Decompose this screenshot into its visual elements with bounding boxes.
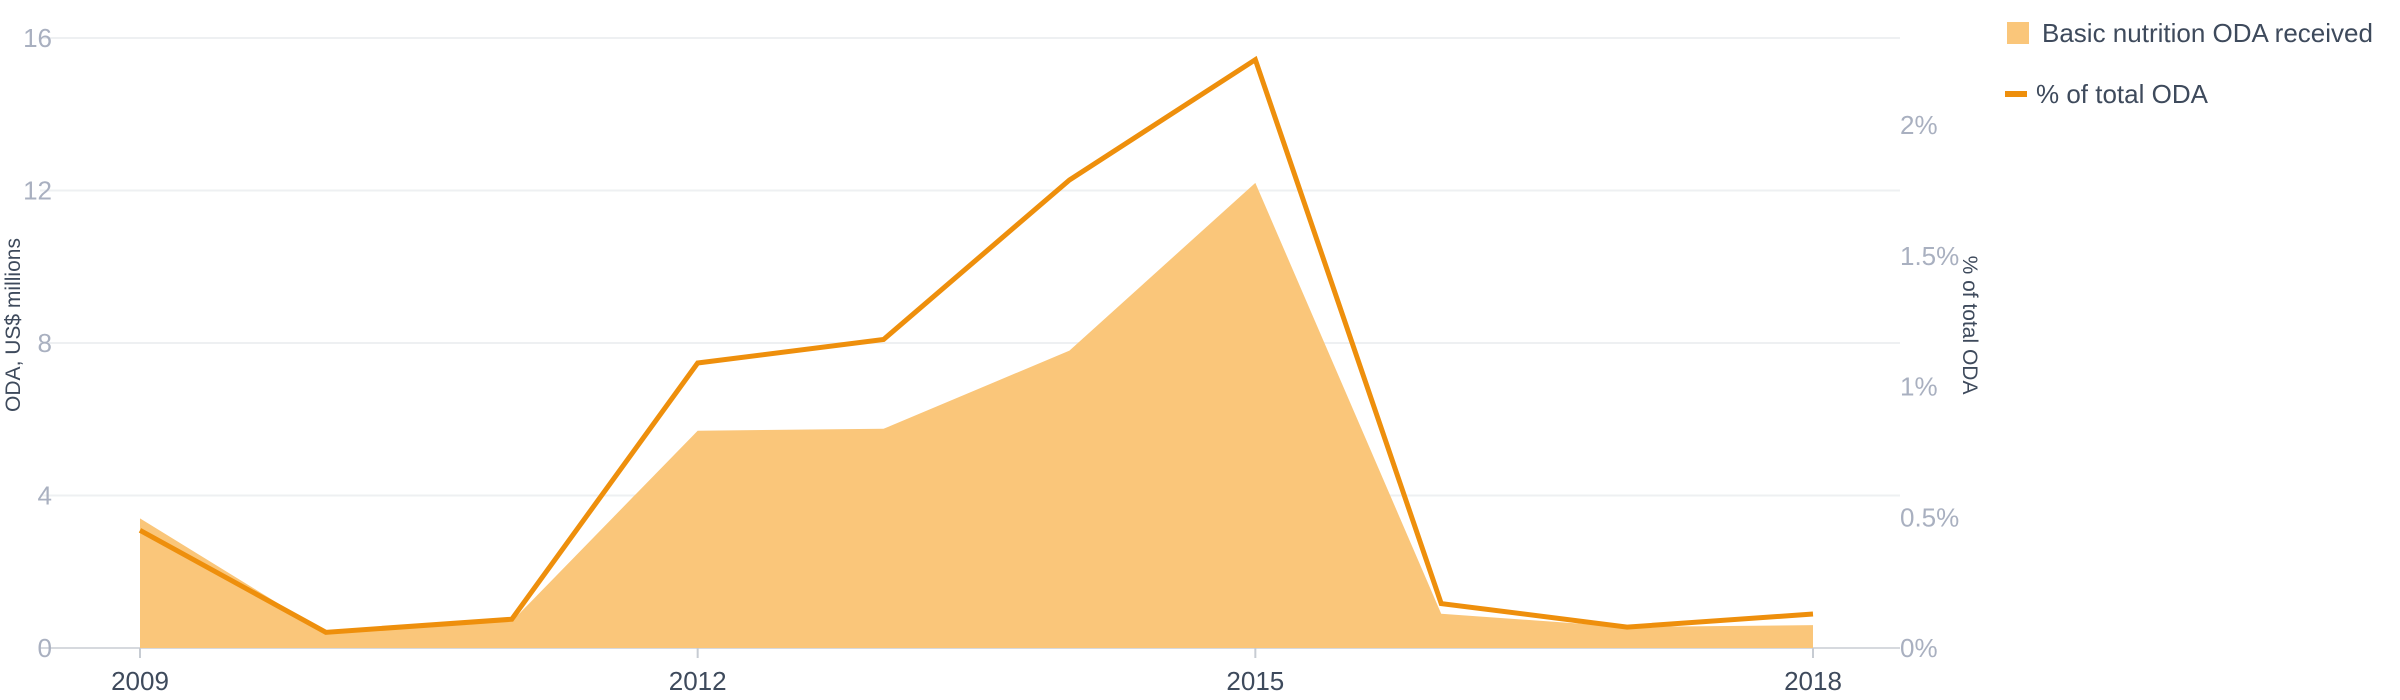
left-axis-title: ODA, US$ millions — [2, 238, 25, 412]
left-axis-tick-label: 4 — [38, 481, 52, 511]
x-axis-tick-label: 2009 — [111, 666, 169, 696]
x-axis-ticks: 2009 2012 2015 2018 — [111, 648, 1842, 696]
x-axis-tick-label: 2018 — [1784, 666, 1842, 696]
right-axis-tick-label: 2% — [1900, 110, 1938, 140]
percent-total-oda-line — [138, 55, 1814, 635]
legend: Basic nutrition ODA received % of total … — [2005, 18, 2373, 109]
x-axis-tick-label: 2015 — [1226, 666, 1284, 696]
right-axis-ticks: 0% 0.5% 1% 1.5% 2% — [1900, 110, 1959, 663]
right-axis-title: % of total ODA — [1958, 256, 1981, 395]
left-axis-tick-label: 16 — [23, 23, 52, 53]
area-series-layer — [140, 182, 1813, 648]
right-axis-tick-label: 1.5% — [1900, 241, 1959, 271]
x-axis-tick-label: 2012 — [669, 666, 727, 696]
line-series-layer — [138, 55, 1814, 635]
left-axis-tick-label: 0 — [38, 633, 52, 663]
legend-line-swatch — [2005, 91, 2027, 97]
legend-line-label: % of total ODA — [2036, 79, 2209, 109]
left-axis-tick-label: 8 — [38, 328, 52, 358]
right-axis-tick-label: 0% — [1900, 633, 1938, 663]
basic-nutrition-oda-area — [140, 182, 1813, 648]
legend-area-label: Basic nutrition ODA received — [2042, 18, 2373, 48]
right-axis-tick-label: 1% — [1900, 372, 1938, 402]
right-axis-tick-label: 0.5% — [1900, 502, 1959, 532]
legend-area-swatch — [2007, 22, 2029, 44]
left-axis-tick-label: 12 — [23, 176, 52, 206]
left-axis-ticks: 0 4 8 12 16 — [23, 23, 52, 663]
